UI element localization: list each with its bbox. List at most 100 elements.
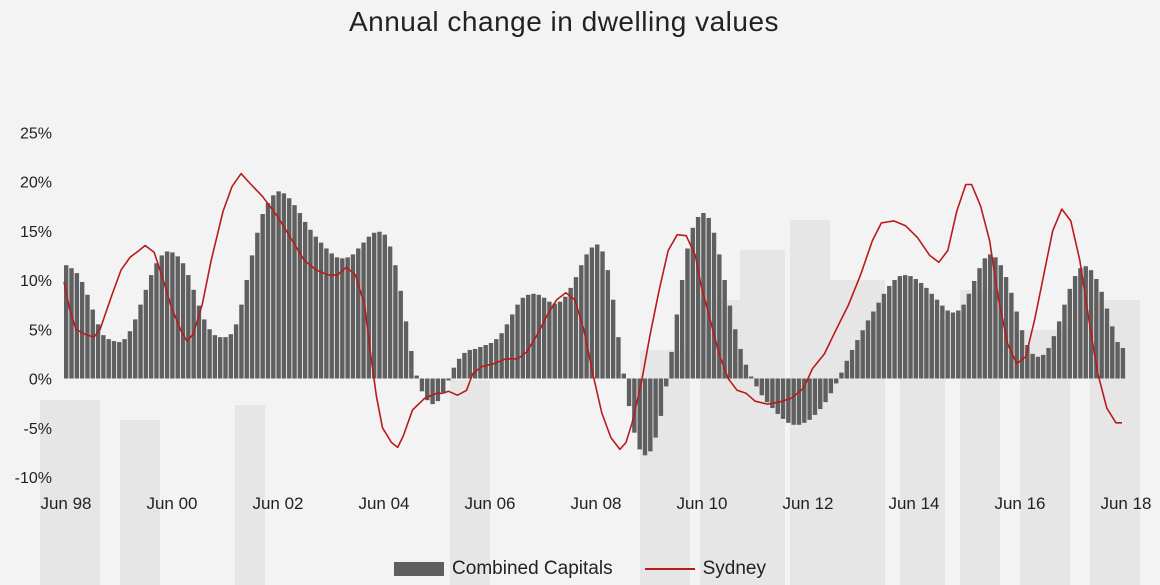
bar-combined-capitals [329, 253, 334, 379]
x-tick-label: Jun 08 [570, 494, 621, 513]
bar-combined-capitals [430, 378, 435, 405]
bar-combined-capitals [488, 343, 494, 379]
bar-combined-capitals [754, 378, 759, 387]
bar-combined-capitals [1094, 279, 1099, 379]
bar-combined-capitals [1035, 356, 1041, 379]
bar-combined-capitals [85, 294, 90, 379]
bar-combined-capitals [228, 334, 234, 379]
bar-combined-capitals [467, 349, 472, 379]
bar-combined-capitals [626, 378, 632, 407]
bar-combined-capitals [818, 378, 823, 410]
bar-combined-capitals [664, 378, 669, 387]
y-tick-label: 15% [20, 224, 52, 241]
bar-combined-capitals [265, 203, 271, 379]
bar-combined-capitals [159, 255, 164, 379]
bar-combined-capitals [993, 257, 998, 379]
y-tick-label: 5% [29, 322, 52, 339]
bar-combined-capitals [690, 227, 695, 379]
bar-combined-capitals [90, 309, 95, 379]
bar-combined-capitals [292, 205, 297, 379]
bar-combined-capitals [441, 378, 446, 393]
bar-combined-capitals [494, 339, 499, 379]
bar-combined-capitals [419, 378, 425, 392]
bar-combined-capitals [249, 255, 255, 379]
bar-combined-capitals [525, 294, 531, 379]
bar-combined-capitals [934, 299, 940, 379]
bar-combined-capitals [361, 242, 366, 379]
bar-combined-capitals [849, 349, 855, 379]
bar-combined-capitals [568, 287, 573, 379]
bar-combined-capitals [340, 258, 345, 379]
bar-combined-capitals [456, 358, 462, 379]
bar-combined-capitals [1078, 268, 1083, 379]
bar-combined-capitals [1099, 291, 1104, 379]
y-tick-label: 0% [29, 372, 52, 389]
bar-combined-capitals [839, 372, 844, 379]
bar-combined-capitals [738, 348, 743, 379]
bar-combined-capitals [356, 248, 361, 379]
bar-combined-capitals [711, 232, 717, 379]
bar-combined-capitals [833, 378, 839, 384]
bar-combined-capitals [1003, 277, 1009, 379]
bar-combined-capitals [186, 275, 191, 379]
legend-item-sydney: Sydney [644, 558, 766, 580]
bar-combined-capitals [770, 378, 775, 409]
bar-combined-capitals [961, 304, 966, 379]
bar-combined-capitals [706, 217, 711, 379]
bar-combined-capitals [207, 329, 212, 379]
bar-combined-capitals [924, 287, 929, 379]
bar-combined-capitals [717, 254, 722, 379]
bar-combined-capitals [669, 351, 674, 379]
y-tick-label: -10% [15, 470, 52, 487]
bar-combined-capitals [345, 257, 350, 379]
bar-combined-capitals [674, 314, 680, 379]
sydney-line [63, 172, 1122, 451]
bar-combined-capitals [95, 324, 101, 379]
bar-combined-capitals [334, 257, 340, 379]
x-tick-label: Jun 02 [252, 494, 303, 513]
bar-combined-capitals [563, 296, 568, 379]
bar-combined-capitals [940, 305, 945, 379]
bar-combined-capitals [271, 195, 276, 379]
bar-combined-capitals [1104, 308, 1110, 379]
bar-combined-capitals [918, 282, 924, 379]
bar-combined-capitals [605, 270, 611, 379]
legend-label-combined-capitals: Combined Capitals [452, 558, 613, 579]
bar-combined-capitals [887, 285, 892, 379]
bar-combined-capitals [584, 254, 589, 379]
bar-combined-capitals [143, 289, 149, 379]
bar-combined-capitals [956, 310, 961, 379]
bar-combined-capitals [233, 324, 239, 379]
bar-combined-capitals [202, 319, 207, 379]
bar-combined-capitals [499, 333, 504, 379]
bar-combined-capitals [217, 337, 223, 379]
bar-combined-capitals [239, 304, 244, 379]
bar-combined-capitals [775, 378, 780, 414]
bar-combined-capitals [786, 378, 791, 423]
bar-combined-capitals [387, 246, 393, 379]
bar-combined-capitals [977, 268, 982, 379]
bar-combined-capitals [637, 378, 642, 450]
y-tick-label: 10% [20, 273, 52, 290]
bar-combined-capitals [244, 280, 249, 379]
bar-combined-capitals [823, 378, 828, 403]
bar-combined-capitals [610, 299, 616, 379]
bar-combined-capitals [1067, 288, 1072, 379]
bar-combined-capitals [929, 293, 934, 379]
bar-combined-capitals [515, 304, 520, 379]
bar-combined-capitals [1051, 336, 1057, 379]
bar-combined-capitals [393, 265, 398, 379]
bar-combined-capitals [308, 229, 313, 379]
bar-combined-capitals [324, 248, 329, 379]
bar-combined-capitals [913, 279, 919, 379]
bar-combined-capitals [175, 256, 180, 379]
x-tick-label: Jun 18 [1100, 494, 1151, 513]
bar-combined-capitals [1072, 276, 1078, 379]
bar-combined-capitals [64, 265, 69, 379]
bar-combined-capitals [902, 275, 908, 379]
bar-combined-capitals [844, 360, 849, 379]
y-tick-label: 25% [20, 125, 52, 142]
bar-combined-capitals [780, 378, 786, 419]
bar-combined-capitals [398, 290, 403, 379]
